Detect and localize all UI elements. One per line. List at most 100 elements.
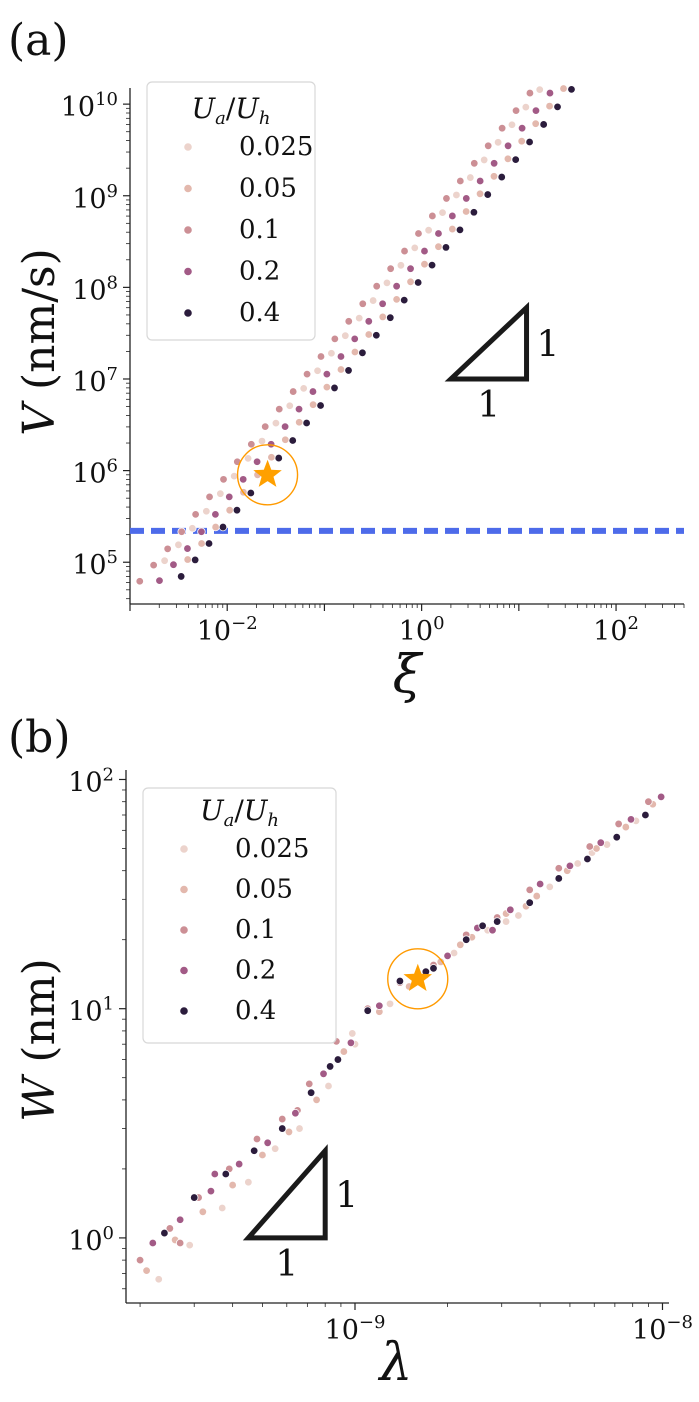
data-point	[198, 1207, 208, 1216]
data-point	[448, 224, 457, 234]
data-point	[392, 281, 401, 291]
legend-title: Ua/Uh	[192, 92, 271, 129]
legend-title-u: U	[200, 794, 225, 827]
data-point	[532, 891, 541, 901]
data-point	[497, 124, 507, 133]
data-point	[535, 85, 544, 94]
data-point	[470, 159, 479, 168]
slope-triangle	[242, 1144, 328, 1241]
data-point	[280, 422, 290, 431]
legend-label: 0.05	[239, 174, 297, 204]
data-point	[372, 281, 381, 291]
data-point	[400, 246, 409, 256]
data-point	[429, 964, 438, 973]
data-point	[302, 418, 311, 428]
legend-marker	[183, 142, 193, 152]
data-point	[358, 348, 367, 358]
data-point	[434, 242, 443, 251]
legend-title-sub-a: a	[224, 810, 235, 831]
y-tick-label: 106	[72, 456, 118, 490]
data-point	[135, 1255, 145, 1265]
data-point	[271, 418, 281, 428]
y-tick-exponent: 9	[107, 181, 118, 202]
data-point	[202, 507, 211, 516]
data-point	[228, 1180, 237, 1190]
x-tick-exponent: −9	[359, 1312, 386, 1333]
data-point	[420, 246, 429, 256]
data-point	[506, 905, 515, 915]
y-tick-exponent: 6	[107, 456, 118, 477]
data-point	[174, 540, 183, 549]
y-tick-label: 100	[68, 1223, 114, 1257]
x-tick-label: 10−8	[632, 1312, 693, 1346]
data-point	[257, 436, 267, 446]
y-axis-symbol: W	[14, 1073, 65, 1122]
star-marker	[253, 459, 282, 487]
data-point	[261, 422, 270, 431]
data-point	[294, 404, 304, 414]
x-axis-label: ξ	[393, 645, 424, 705]
y-minor-ticks	[119, 778, 126, 1290]
legend-marker	[179, 884, 189, 895]
series-0.025	[160, 85, 544, 565]
data-point	[448, 211, 457, 221]
data-point	[281, 435, 290, 444]
data-point	[211, 510, 220, 519]
data-point	[545, 882, 554, 892]
data-point	[395, 976, 405, 986]
data-point	[149, 560, 158, 570]
data-point	[565, 861, 575, 871]
slope-triangle	[444, 301, 530, 382]
data-point	[267, 453, 276, 462]
data-point	[396, 261, 406, 270]
data-point	[386, 313, 395, 322]
data-point	[339, 1047, 349, 1056]
data-point	[324, 1081, 333, 1091]
data-point	[489, 172, 499, 181]
data-point	[312, 1095, 321, 1105]
data-point	[305, 1079, 314, 1089]
data-point	[554, 874, 563, 883]
data-point	[358, 299, 367, 308]
data-point	[285, 401, 294, 410]
data-point	[322, 382, 332, 392]
data-point	[225, 492, 234, 502]
legend-title-sub-h: h	[267, 810, 279, 831]
data-point	[427, 260, 437, 270]
y-tick-exponent: 8	[107, 272, 118, 293]
data-point	[511, 106, 521, 115]
data-point	[452, 190, 461, 200]
x-tick-label: 10−9	[325, 1312, 386, 1346]
data-point	[410, 243, 419, 253]
data-point	[386, 264, 395, 273]
y-tick-base: 10	[72, 367, 106, 398]
data-point	[330, 383, 339, 393]
data-point	[583, 854, 592, 864]
data-point	[258, 1150, 267, 1160]
data-point	[517, 124, 527, 133]
data-point	[406, 264, 415, 273]
y-tick-base: 10	[68, 767, 102, 798]
x-tick-base: 10	[399, 616, 433, 647]
data-point	[185, 1240, 194, 1250]
data-point	[414, 229, 423, 238]
data-point	[175, 1238, 185, 1248]
data-point	[413, 278, 423, 287]
data-point	[466, 173, 475, 182]
data-point	[336, 365, 346, 374]
x-tick-label: 10−2	[197, 613, 258, 647]
legend-marker	[183, 308, 193, 318]
legend-title-u2: U	[244, 794, 269, 827]
data-point	[188, 524, 197, 533]
data-point	[479, 155, 489, 165]
data-point	[442, 194, 451, 203]
data-point	[382, 278, 392, 288]
data-point	[614, 819, 623, 829]
scatter-points	[135, 84, 576, 586]
data-point	[135, 577, 144, 586]
data-point	[378, 299, 387, 308]
data-point	[521, 102, 531, 112]
data-point	[252, 1134, 262, 1144]
y-tick-base: 10	[72, 459, 106, 490]
